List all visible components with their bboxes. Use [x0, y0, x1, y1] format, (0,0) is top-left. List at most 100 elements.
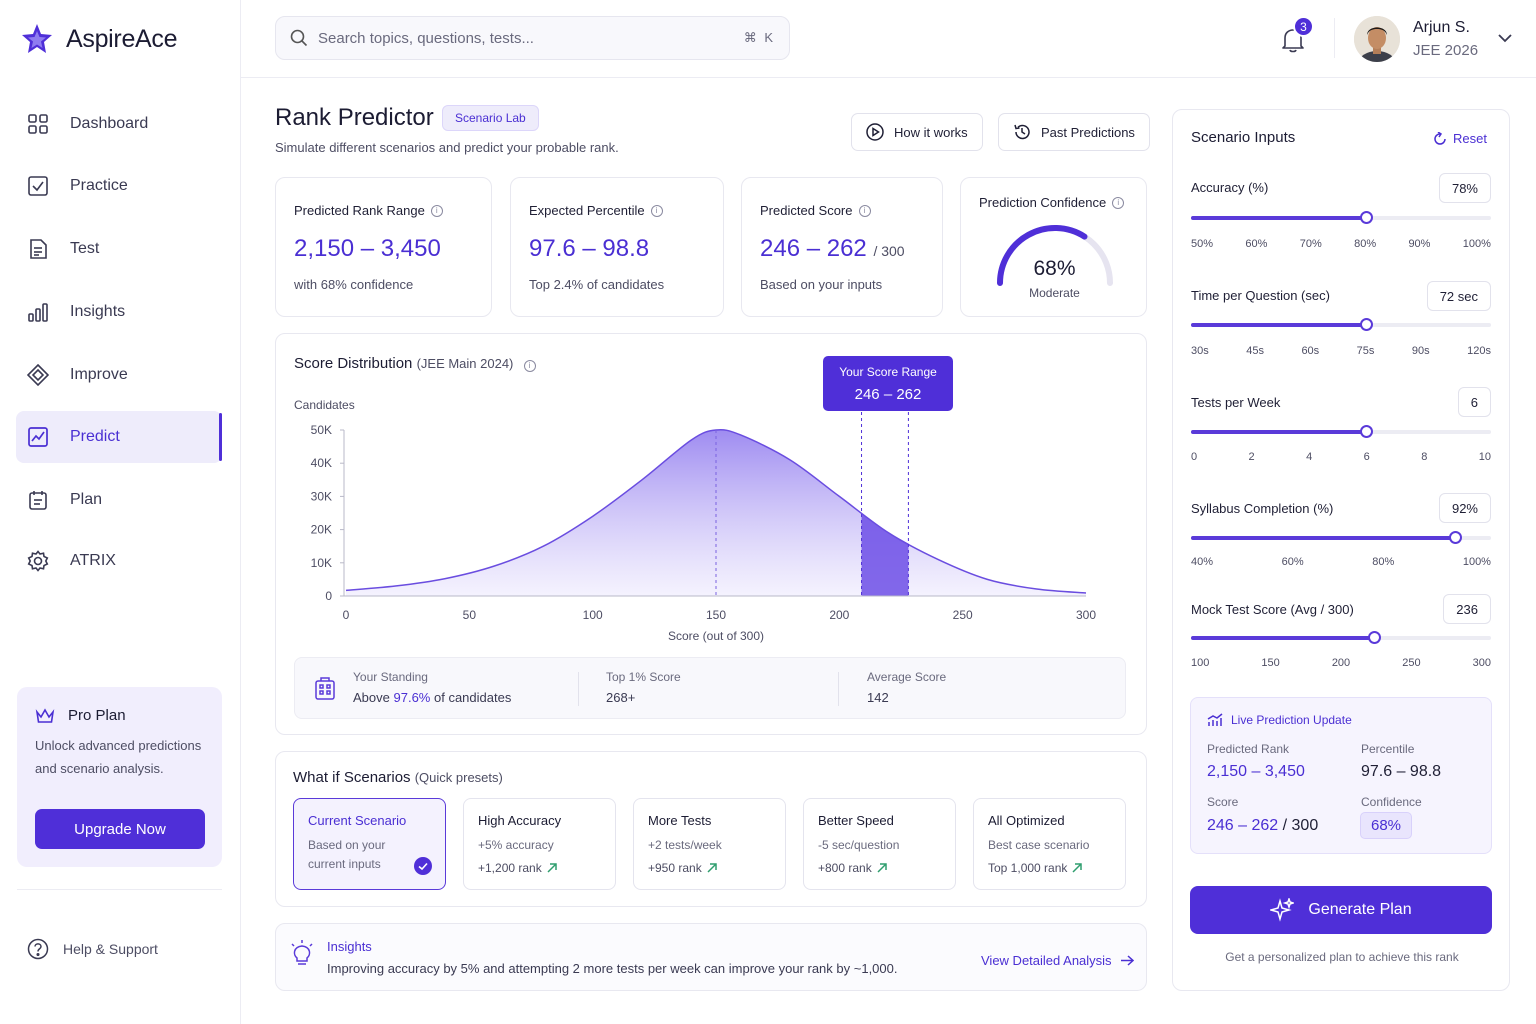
view-analysis-link[interactable]: View Detailed Analysis: [981, 953, 1134, 968]
kpi-title: Expected Percentile: [529, 203, 645, 218]
tick-label: 70%: [1299, 238, 1322, 250]
past-predictions-button[interactable]: Past Predictions: [998, 113, 1150, 151]
sidebar-item-test[interactable]: Test: [16, 223, 222, 275]
y-tick-label: 50K: [311, 423, 332, 437]
search-input[interactable]: [318, 29, 744, 47]
standing-prefix: Above: [353, 690, 390, 705]
scenario-line2: Top 1,000 rank: [988, 861, 1068, 875]
avg-score-label: Average Score: [867, 670, 947, 684]
live-percentile-label: Percentile: [1361, 742, 1415, 756]
info-icon[interactable]: i: [523, 360, 536, 372]
slider-knob[interactable]: [1449, 531, 1462, 544]
sidebar-item-insights[interactable]: Insights: [16, 286, 222, 338]
y-tick-label: 30K: [311, 489, 332, 503]
tests-per-week-slider[interactable]: [1191, 425, 1491, 438]
tick-label: 80%: [1354, 238, 1377, 250]
highlight-range-band: [861, 512, 909, 596]
live-score-value: 246 – 262: [1207, 817, 1279, 834]
kpi-sub: with 68% confidence: [294, 277, 414, 292]
x-tick-label: 200: [829, 608, 849, 622]
scenario-lab-chip: Scenario Lab: [442, 105, 539, 131]
avatar[interactable]: [1354, 16, 1400, 62]
scenario-all-optimized[interactable]: All Optimized Best case scenario Top 1,0…: [973, 798, 1126, 890]
distribution-title: Score Distribution: [294, 355, 413, 372]
slider-knob[interactable]: [1368, 631, 1381, 644]
reset-icon: [1434, 131, 1446, 145]
slider-knob[interactable]: [1359, 425, 1373, 438]
slider-knob[interactable]: [1359, 211, 1373, 224]
live-rank-label: Predicted Rank: [1207, 742, 1290, 756]
sidebar-item-dashboard[interactable]: Dashboard: [16, 98, 222, 150]
scenario-better-speed[interactable]: Better Speed -5 sec/question +800 rank: [803, 798, 956, 890]
chevron-down-icon[interactable]: [1498, 33, 1512, 43]
upgrade-button[interactable]: Upgrade Now: [35, 809, 205, 849]
sidebar-item-atrix[interactable]: ATRIX: [16, 535, 222, 587]
distribution-subtitle: (JEE Main 2024): [416, 356, 514, 371]
tick-label: 80%: [1372, 556, 1395, 568]
generate-plan-button[interactable]: Generate Plan: [1190, 886, 1492, 934]
info-icon[interactable]: i: [1112, 196, 1125, 209]
search-shortcut: ⌘ K: [743, 30, 775, 45]
mock-test-score-slider[interactable]: [1191, 631, 1491, 644]
mock-test-score-value[interactable]: 236: [1443, 594, 1491, 624]
slider-knob[interactable]: [1359, 318, 1373, 331]
sidebar-item-label: Test: [70, 240, 100, 257]
syllabus-completion-value[interactable]: 92%: [1438, 493, 1491, 523]
time-per-question-value[interactable]: 72 sec: [1426, 281, 1491, 311]
tick-label: 6: [1363, 451, 1370, 463]
score-range-tooltip: Your Score Range 246 – 262: [823, 356, 953, 411]
x-tick-label: 50: [463, 608, 477, 622]
syllabus-completion-slider[interactable]: [1191, 531, 1491, 544]
tick-label: 60s: [1301, 345, 1320, 357]
reset-button[interactable]: Reset: [1433, 131, 1487, 146]
scenario-current[interactable]: Current Scenario Based on your current i…: [293, 798, 446, 890]
sidebar-item-predict[interactable]: Predict: [16, 411, 222, 463]
sidebar-item-label: Plan: [70, 491, 103, 508]
scenario-more-tests[interactable]: More Tests +2 tests/week +950 rank: [633, 798, 786, 890]
sidebar-item-improve[interactable]: Improve: [16, 349, 222, 401]
how-it-works-label: How it works: [894, 124, 968, 140]
scenarios-card: What if Scenarios (Quick presets) Curren…: [275, 751, 1147, 907]
tick-label: 100%: [1462, 238, 1491, 250]
scenarios-title: What if Scenarios: [293, 769, 411, 786]
standing-value: Above 97.6% of candidates: [353, 690, 511, 705]
info-icon[interactable]: i: [650, 204, 663, 217]
tick-label: 60%: [1281, 556, 1304, 568]
insights-text: Improving accuracy by 5% and attempting …: [327, 961, 898, 976]
x-tick-label: 0: [343, 608, 350, 622]
info-icon[interactable]: i: [430, 204, 443, 217]
accuracy-slider[interactable]: [1191, 211, 1491, 224]
scenario-line1: +5% accuracy: [478, 838, 554, 852]
arrow-up-right-icon: [547, 863, 557, 873]
calendar-icon: [29, 491, 47, 510]
sidebar-item-practice[interactable]: Practice: [16, 160, 222, 212]
tooltip-value: 246 – 262: [854, 386, 922, 403]
standing-label: Your Standing: [353, 670, 428, 684]
accuracy-value[interactable]: 78%: [1438, 173, 1491, 203]
info-icon[interactable]: i: [858, 204, 871, 217]
search-bar[interactable]: ⌘ K: [275, 16, 790, 60]
kpi-card-score: Predicted Score i 246 – 262 / 300 Based o…: [741, 177, 943, 317]
tick-label: 150: [1261, 657, 1280, 669]
scenario-line1: +2 tests/week: [648, 838, 722, 852]
page-title: Rank Predictor: [275, 104, 434, 131]
tick-label: 4: [1306, 451, 1313, 463]
sidebar-item-label: ATRIX: [70, 552, 116, 569]
live-score-suffix: / 300: [1282, 817, 1319, 834]
help-support-link[interactable]: Help & Support: [27, 938, 158, 960]
tick-label: 50%: [1191, 238, 1214, 250]
time-per-question-slider[interactable]: [1191, 318, 1491, 331]
scenario-high-accuracy[interactable]: High Accuracy +5% accuracy +1,200 rank: [463, 798, 616, 890]
tick-label: 0: [1191, 451, 1198, 463]
tests-per-week-value[interactable]: 6: [1457, 387, 1491, 417]
document-icon: [30, 239, 47, 259]
slider-ticks: 40% 60% 80% 100%: [1191, 556, 1491, 568]
bar-chart-icon: [28, 303, 48, 322]
how-it-works-button[interactable]: How it works: [851, 113, 983, 151]
slider-fill: [1191, 216, 1366, 220]
lightbulb-icon: [291, 940, 313, 965]
kpi-title: Predicted Rank Range: [294, 203, 425, 218]
brand-logo[interactable]: AspireAce: [20, 22, 178, 56]
slider-ticks: 0 2 4 6 8 10: [1191, 451, 1491, 463]
sidebar-item-plan[interactable]: Plan: [16, 474, 222, 526]
